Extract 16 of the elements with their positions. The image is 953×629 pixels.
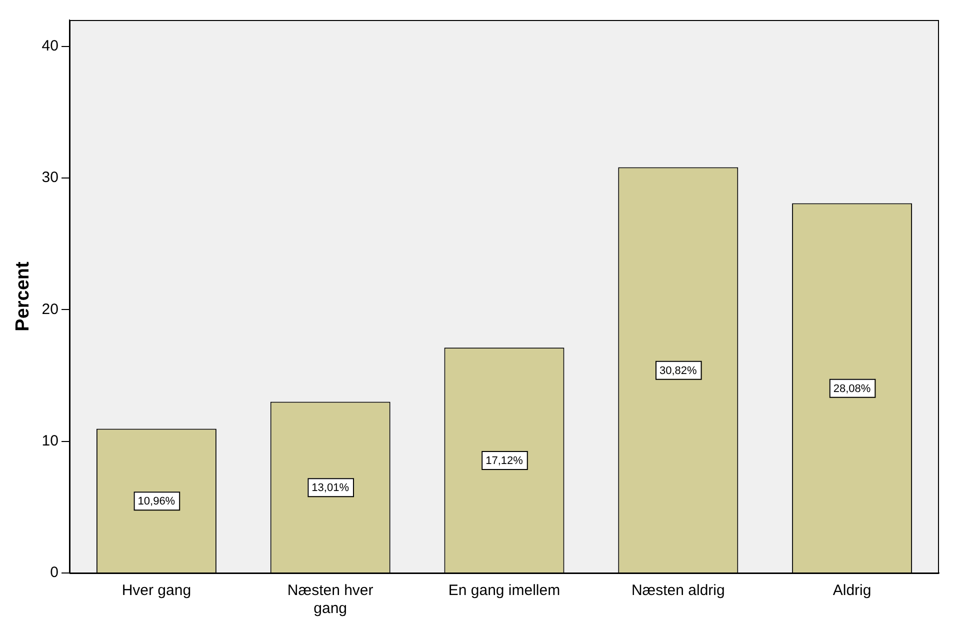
y-tick-label: 0 (50, 564, 58, 582)
y-tick-label: 20 (42, 300, 58, 318)
data-label: 13,01% (312, 482, 350, 494)
y-tick-label: 40 (42, 37, 58, 54)
data-label: 17,12% (486, 455, 524, 468)
y-tick-label: 30 (42, 169, 58, 186)
y-tick-label: 10 (42, 432, 58, 450)
data-label: 28,08% (833, 382, 871, 395)
x-tick-label: Hver gang (122, 582, 192, 600)
data-label: 10,96% (138, 496, 176, 508)
x-tick-label: Næsten aldrig (631, 582, 725, 600)
x-tick-label: Næsten hver gang (287, 582, 374, 618)
y-axis-title: Percent (12, 260, 34, 332)
x-tick-label: En gang imellem (448, 582, 560, 600)
data-label: 30,82% (659, 364, 698, 377)
x-tick-label: Aldrig (832, 582, 872, 600)
